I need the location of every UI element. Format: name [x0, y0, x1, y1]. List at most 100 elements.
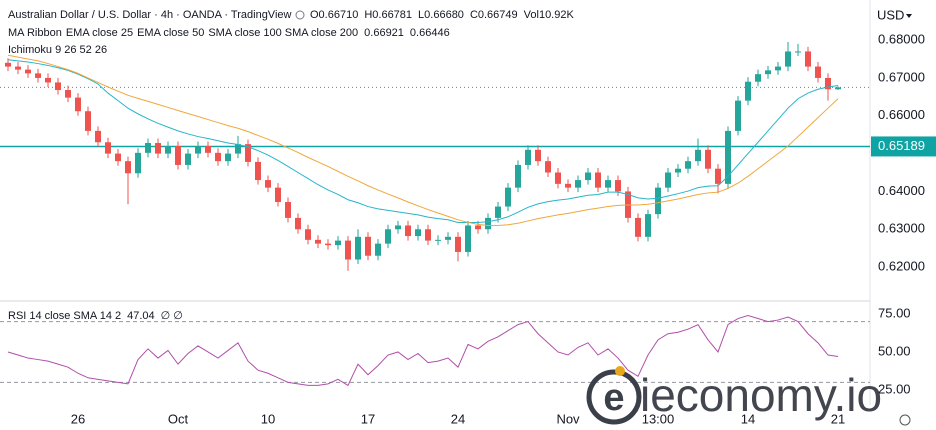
candle-body: [635, 217, 641, 237]
candle-body: [705, 149, 711, 169]
y-tick-label: 0.67000: [878, 69, 925, 84]
candle-body: [765, 70, 771, 75]
price-label-box: [871, 136, 936, 157]
candle-body: [595, 172, 601, 188]
candle-body: [585, 172, 591, 181]
candle-body: [335, 240, 341, 246]
ma-value: 0.66921: [364, 27, 404, 39]
volume-value: Vol10.92K: [524, 9, 575, 21]
candle-body: [685, 161, 691, 169]
candle-body: [465, 225, 471, 252]
ma-line: [7, 54, 839, 226]
candle-body: [185, 153, 191, 165]
candle-body: [265, 180, 271, 188]
ohlc-value: O0.66710: [310, 9, 358, 21]
candle-body: [495, 206, 501, 218]
candle-body: [785, 51, 791, 67]
candle-body: [555, 172, 561, 184]
candle-body: [455, 236, 461, 252]
legend-entry: EMA close 25: [66, 27, 133, 39]
candle-body: [435, 239, 441, 241]
candle-body: [725, 130, 731, 184]
candle-body: [695, 149, 701, 162]
x-tick-label: 14: [741, 411, 755, 426]
candle-body: [795, 51, 801, 53]
candle-body: [355, 236, 361, 260]
candle-body: [145, 143, 151, 153]
candle-body: [245, 144, 251, 162]
candle-body: [615, 180, 621, 192]
candle-body: [425, 229, 431, 241]
rsi-tick-label: 25.00: [878, 381, 911, 396]
candle-body: [325, 243, 331, 246]
rsi-tick-label: 50.00: [878, 343, 911, 358]
candle-body: [15, 66, 21, 70]
candle-body: [515, 164, 521, 188]
candle-body: [825, 77, 831, 90]
settings-icon[interactable]: [899, 414, 911, 426]
x-tick-label: 21: [831, 411, 845, 426]
ma-value: 0.66446: [410, 27, 450, 39]
rsi-line: [7, 314, 839, 387]
ichimoku-label: Ichimoku 9 26 52 26: [8, 44, 107, 56]
y-tick-label: 0.63000: [878, 221, 925, 236]
candle-body: [655, 187, 661, 215]
candle-body: [285, 202, 291, 218]
candle-body: [295, 217, 301, 230]
candle-body: [605, 180, 611, 188]
rsi-extra: ∅ ∅: [161, 310, 183, 322]
candle-body: [445, 236, 451, 240]
candle-body: [315, 239, 321, 244]
ohlc-value: H0.66781: [364, 9, 412, 21]
y-tick-label: 0.62000: [878, 259, 925, 274]
candle-body: [95, 130, 101, 143]
candle-body: [365, 236, 371, 256]
candle-body: [475, 225, 481, 230]
x-tick-label: 17: [361, 411, 375, 426]
currency-caret[interactable]: [906, 14, 912, 18]
rsi-label: RSI 14 close SMA 14 2: [8, 310, 121, 322]
candle-body: [715, 168, 721, 184]
candle-body: [25, 69, 31, 74]
candle-body: [535, 149, 541, 162]
candle-body: [395, 225, 401, 230]
candle-body: [215, 152, 221, 162]
candle-body: [195, 146, 201, 154]
candle-body: [165, 146, 171, 154]
candle-body: [735, 100, 741, 131]
candle-body: [375, 243, 381, 256]
candle-body: [235, 144, 241, 154]
x-tick-label: 26: [71, 411, 85, 426]
candle-body: [805, 51, 811, 67]
ma-label: MA Ribbon: [8, 27, 62, 39]
legend-entry: EMA close 50: [137, 27, 204, 39]
candle-body: [205, 146, 211, 153]
candle-body: [755, 74, 761, 82]
x-tick-label: Oct: [168, 411, 189, 426]
candle-body: [415, 229, 421, 237]
candle-body: [275, 187, 281, 203]
candle-body: [675, 168, 681, 173]
y-tick-label: 0.66000: [878, 107, 925, 122]
ohlc-value: C0.66749: [470, 9, 518, 21]
candle-body: [345, 240, 351, 260]
x-tick-label: 10: [261, 411, 275, 426]
eye-icon[interactable]: [295, 10, 305, 20]
candle-body: [125, 161, 131, 174]
currency[interactable]: USD: [877, 7, 904, 22]
candle-body: [505, 187, 511, 207]
candle-body: [565, 183, 571, 188]
candle-body: [575, 180, 581, 188]
candle-body: [665, 172, 671, 188]
price-label: 0.65189: [878, 138, 925, 153]
candle-body: [775, 66, 781, 71]
rsi-tick-label: 75.00: [878, 305, 911, 320]
candle-body: [65, 90, 71, 98]
candle-body: [815, 66, 821, 78]
candle-body: [525, 149, 531, 165]
y-tick-label: 0.64000: [878, 183, 925, 198]
candle-body: [115, 153, 121, 162]
x-tick-label: 24: [451, 411, 465, 426]
